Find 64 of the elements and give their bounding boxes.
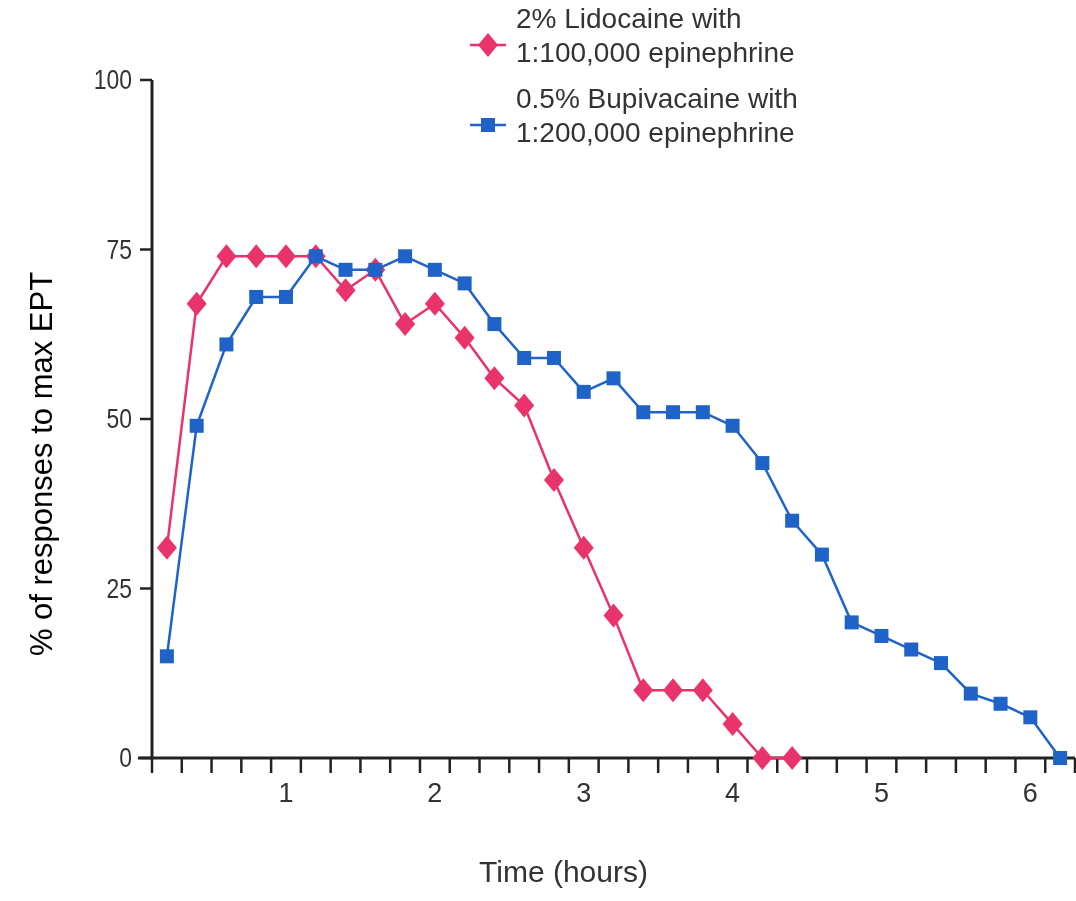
x-tick-label: 3: [576, 778, 592, 808]
point: [216, 244, 237, 269]
point: [249, 289, 264, 304]
point: [785, 513, 800, 528]
point: [752, 746, 773, 770]
point: [904, 642, 919, 657]
point: [606, 371, 621, 386]
point: [1023, 710, 1038, 725]
y-tick-label: 100: [93, 64, 132, 95]
point: [546, 350, 561, 365]
point: [156, 535, 177, 560]
point: [395, 312, 416, 337]
y-tick-label: 0: [119, 742, 132, 773]
point: [246, 244, 267, 269]
x-axis-title: Time (hours): [479, 855, 648, 888]
point: [189, 418, 204, 433]
point: [424, 291, 445, 316]
point: [275, 244, 296, 269]
point: [755, 456, 770, 471]
point: [427, 262, 442, 277]
point: [934, 656, 949, 671]
y-axis-title: % of responses to max EPT: [24, 271, 59, 657]
point: [186, 291, 207, 316]
point: [576, 384, 591, 399]
point: [636, 405, 651, 420]
x-tick-label: 2: [427, 778, 443, 808]
point: [633, 678, 654, 703]
point: [663, 678, 684, 703]
y-tick-label: 25: [106, 573, 132, 604]
point: [484, 366, 505, 391]
point: [844, 615, 859, 630]
point: [454, 325, 475, 350]
point: [993, 696, 1008, 711]
point: [814, 547, 829, 562]
x-tick-label: 4: [725, 778, 741, 808]
point: [722, 712, 743, 737]
point: [666, 405, 681, 420]
point: [543, 468, 564, 493]
point: [159, 649, 174, 664]
point: [692, 678, 713, 703]
legend-label: 0.5% Bupivacaine with 1:200,000 epinephrine: [516, 83, 798, 148]
point: [514, 393, 535, 418]
point: [725, 418, 740, 433]
point: [1053, 751, 1068, 765]
x-tick-label: 1: [278, 778, 294, 808]
point: [335, 278, 356, 303]
point: [573, 535, 594, 560]
point: [517, 350, 532, 365]
point: [695, 405, 710, 420]
point: [782, 746, 803, 770]
legend-label: 2% Lidocaine with 1:100,000 epinephrine: [516, 3, 795, 68]
y-tick-label: 50: [106, 403, 132, 434]
point: [219, 337, 234, 352]
point: [874, 628, 889, 643]
x-tick-label: 6: [1022, 778, 1038, 808]
y-tick-label: 75: [106, 234, 132, 265]
point: [398, 249, 413, 264]
x-tick-label: 5: [873, 778, 889, 808]
point: [457, 276, 472, 291]
point: [963, 686, 978, 701]
point: [487, 317, 502, 332]
point: [338, 262, 353, 277]
point: [278, 289, 293, 304]
point: [603, 603, 624, 628]
